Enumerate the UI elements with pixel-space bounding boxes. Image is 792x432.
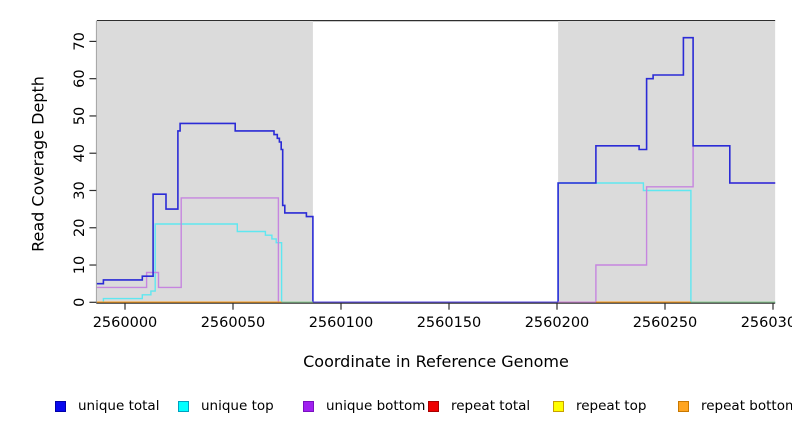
unique-total-swatch-icon bbox=[55, 400, 66, 412]
y-tick-label: 40 bbox=[72, 144, 88, 162]
legend-item-repeat-top: repeat top bbox=[553, 398, 646, 414]
x-tick-label: 2560100 bbox=[309, 315, 374, 331]
y-axis-title: Read Coverage Depth bbox=[28, 76, 48, 252]
y-tick-label: 60 bbox=[72, 69, 88, 87]
legend-item-unique-top: unique top bbox=[178, 398, 274, 414]
legend-item-unique-total: unique total bbox=[55, 398, 159, 414]
legend-label: repeat total bbox=[451, 398, 531, 414]
repeat-top-swatch-icon bbox=[553, 400, 564, 412]
right-gray-region bbox=[558, 21, 776, 304]
x-tick-label: 2560200 bbox=[525, 315, 590, 331]
y-tick-label: 10 bbox=[72, 256, 88, 274]
legend-label: unique bottom bbox=[326, 398, 426, 414]
left-gray-region bbox=[96, 21, 313, 304]
legend-label: repeat bottom bbox=[701, 398, 792, 414]
series-unique-total bbox=[96, 36, 776, 304]
legend-item-repeat-total: repeat total bbox=[428, 398, 530, 414]
legend-item-unique-bottom: unique bottom bbox=[303, 398, 425, 414]
legend-label: unique total bbox=[78, 398, 160, 414]
plot-area: 2560000 2560050 2560100 2560150 2560200 25602… bbox=[72, 20, 792, 331]
y-tick-label: 20 bbox=[72, 219, 88, 237]
y-tick-label: 0 bbox=[72, 298, 88, 307]
legend-item-repeat-bottom: repeat bottom bbox=[678, 398, 792, 414]
repeat-total-swatch-icon bbox=[428, 400, 439, 412]
unique-top-swatch-icon bbox=[178, 400, 189, 412]
unique-bottom-swatch-icon bbox=[303, 400, 314, 412]
legend: unique total unique top unique bottom re… bbox=[0, 398, 792, 422]
repeat-bottom-swatch-icon bbox=[678, 400, 689, 412]
x-tick-label: 2560000 bbox=[93, 315, 158, 331]
x-tick-label: 2560250 bbox=[633, 315, 698, 331]
y-tick-label: 50 bbox=[72, 107, 88, 125]
series-unique-top bbox=[96, 182, 776, 303]
y-tick-label: 30 bbox=[72, 181, 88, 199]
x-tick-label: 2560050 bbox=[201, 315, 266, 331]
legend-label: repeat top bbox=[576, 398, 647, 414]
legend-label: unique top bbox=[201, 398, 274, 414]
y-tick-label: 70 bbox=[72, 32, 88, 50]
x-tick-label: 2560150 bbox=[417, 315, 482, 331]
x-axis-title: Coordinate in Reference Genome bbox=[303, 352, 569, 371]
